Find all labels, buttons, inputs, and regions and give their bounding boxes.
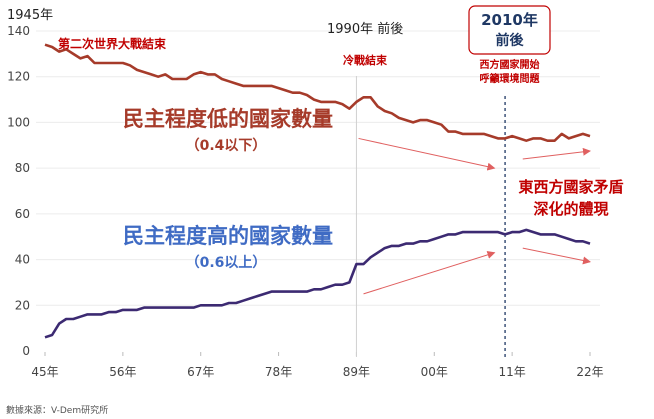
west-env-label-1: 西方國家開始 — [480, 58, 540, 71]
y-tick-label: 20 — [15, 298, 30, 312]
source-label: 數據來源：V-Dem研究所 — [6, 404, 108, 416]
series-line — [44, 43, 591, 142]
contradiction-label-2: 深化的體現 — [533, 200, 608, 218]
trend-arrow — [522, 147, 591, 160]
y-tick-label: 60 — [15, 207, 30, 221]
x-tick-label: 78年 — [265, 365, 292, 379]
y-axis: 0 20 40 60 80 100 120 140 — [7, 24, 30, 358]
low-democracy-title: 民主程度低的國家數量 — [123, 107, 333, 131]
year-2010-box — [468, 5, 551, 55]
x-tick-label: 00年 — [421, 365, 448, 379]
series-lines — [44, 43, 591, 339]
trend-arrow — [358, 137, 496, 171]
year-2010-label: 2010年 — [481, 11, 538, 29]
y-tick-label: 40 — [15, 253, 30, 267]
y-tick-label: 80 — [15, 161, 30, 175]
grid-lines — [36, 30, 600, 306]
x-tick-label: 89年 — [343, 365, 370, 379]
x-tick-label: 22年 — [576, 365, 603, 379]
x-axis: 45年 56年 67年 78年 89年 00年 11年 22年 — [31, 352, 604, 379]
year-1945-label: 1945年 — [7, 8, 53, 23]
west-env-label-2: 呼籲環境問題 — [480, 72, 541, 85]
x-tick-label: 11年 — [499, 365, 526, 379]
trend-arrows — [358, 137, 591, 295]
series-line — [44, 228, 591, 339]
x-tick-label: 45年 — [31, 365, 58, 379]
y-tick-label: 120 — [7, 70, 30, 84]
year-2010-sub-label: 前後 — [496, 32, 525, 49]
year-1990-label: 1990年 前後 — [327, 21, 403, 37]
contradiction-label-1: 東西方國家矛盾 — [518, 178, 623, 196]
y-tick-label: 100 — [7, 115, 30, 129]
high-democracy-sub: （0.6以上） — [186, 255, 267, 271]
x-tick-label: 67年 — [187, 365, 214, 379]
trend-arrow — [522, 247, 591, 265]
reference-lines — [355, 76, 506, 357]
high-democracy-title: 民主程度高的國家數量 — [123, 224, 333, 248]
x-tick-label: 56年 — [109, 365, 136, 379]
y-tick-label: 0 — [22, 344, 30, 358]
low-democracy-sub: （0.4以下） — [186, 138, 267, 154]
cold-war-end-label: 冷戰結束 — [343, 53, 388, 67]
ww2-end-label: 第二次世界大戰結束 — [58, 36, 167, 51]
y-tick-label: 140 — [7, 24, 30, 38]
trend-arrow — [363, 250, 496, 295]
